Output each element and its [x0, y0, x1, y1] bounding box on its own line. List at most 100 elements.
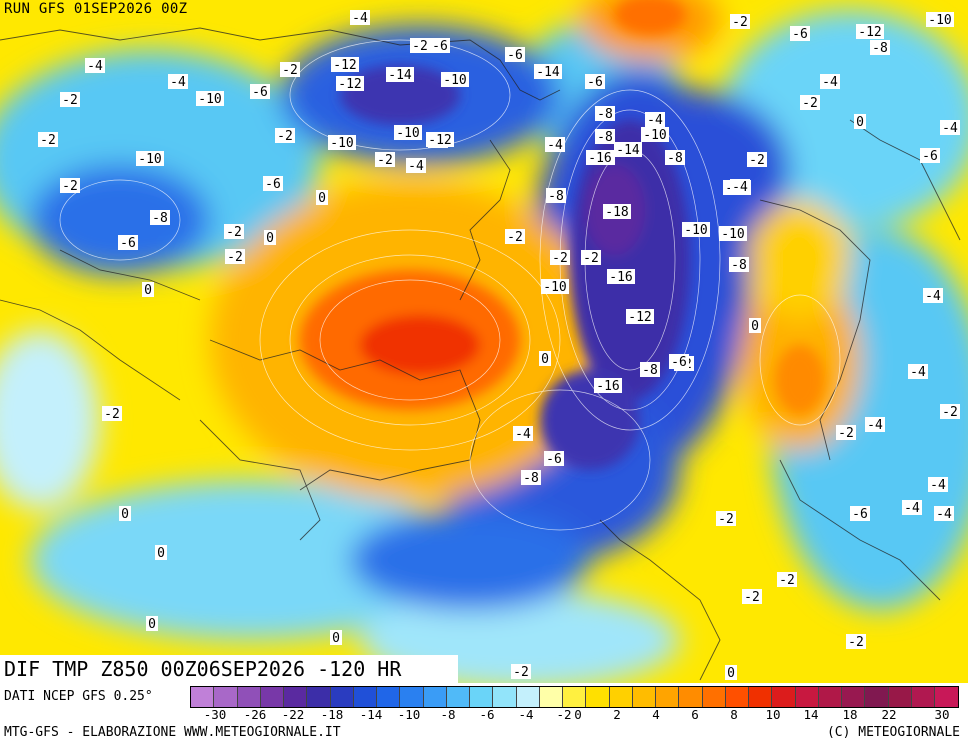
isotherm-label: 0: [316, 190, 328, 206]
isotherm-label-text: -10: [643, 128, 666, 143]
isotherm-label: -8: [150, 210, 170, 226]
isotherm-label-text: 0: [541, 352, 549, 367]
color-scale-swatch: [284, 687, 308, 707]
color-scale-tick: -22: [281, 707, 305, 722]
isotherm-label: -2: [224, 224, 244, 240]
isotherm-label: -6: [505, 47, 525, 63]
isotherm-label: 0: [142, 282, 154, 298]
isotherm-label: 0: [330, 630, 342, 646]
color-scale-swatch: [702, 687, 726, 707]
color-scale-swatch: [935, 687, 959, 707]
isotherm-label-text: -2: [583, 251, 599, 266]
color-scale-tick: 10: [765, 707, 781, 722]
isotherm-label: -2: [550, 250, 570, 266]
isotherm-label: -16: [607, 269, 635, 285]
isotherm-label: -8: [595, 129, 615, 145]
isotherm-label-text: -8: [731, 258, 747, 273]
isotherm-label-text: -4: [822, 75, 838, 90]
isotherm-label: -6: [920, 148, 940, 164]
isotherm-label-text: 0: [318, 191, 326, 206]
isotherm-label-text: -2: [838, 426, 854, 441]
isotherm-label: -4: [865, 417, 885, 433]
color-scale-tick: -26: [243, 707, 267, 722]
isotherm-label: -6: [263, 176, 283, 192]
color-scale-swatch: [679, 687, 703, 707]
color-scale-swatch: [377, 687, 401, 707]
color-scale-tick: -4: [518, 707, 534, 722]
color-scale-bar: [190, 686, 960, 708]
isotherm-label: -6: [669, 354, 689, 370]
isotherm-label-text: -10: [330, 136, 353, 151]
color-scale-swatch: [237, 687, 261, 707]
isotherm-label-text: -4: [87, 59, 103, 74]
isotherm-label: -2: [800, 95, 820, 111]
isotherm-label-text: -2: [744, 590, 760, 605]
isotherm-label-text: -4: [647, 113, 663, 128]
isotherm-label: -10: [394, 125, 422, 141]
isotherm-label-text: -4: [930, 478, 946, 493]
isotherm-label: -6: [544, 451, 564, 467]
isotherm-label-text: -8: [667, 151, 683, 166]
isotherm-label: -2: [102, 406, 122, 422]
isotherm-label-text: 0: [266, 231, 274, 246]
isotherm-label-text: -4: [925, 289, 941, 304]
isotherm-label: 0: [539, 351, 551, 367]
isotherm-label-text: -4: [867, 418, 883, 433]
color-scale-tick: 22: [881, 707, 897, 722]
isotherm-label-text: -2: [942, 405, 958, 420]
isotherm-label-text: -16: [596, 379, 619, 394]
isotherm-label-text: -2: [226, 225, 242, 240]
run-label: RUN GFS 01SEP2026 00Z: [4, 1, 188, 17]
color-scale-tick: -18: [320, 707, 344, 722]
data-source-label: DATI NCEP GFS 0.25°: [4, 689, 153, 704]
isotherm-label: -2: [505, 229, 525, 245]
isotherm-label-text: -2: [848, 635, 864, 650]
isotherm-label-text: -12: [338, 77, 361, 92]
isotherm-label: -10: [196, 91, 224, 107]
isotherm-label-text: -14: [388, 68, 412, 83]
isotherm-label-text: -2: [732, 15, 748, 30]
color-scale-tick: 2: [613, 707, 621, 722]
isotherm-label-text: -8: [548, 189, 564, 204]
isotherm-label: -2: [275, 128, 295, 144]
color-scale-swatch: [516, 687, 540, 707]
isotherm-label: 0: [264, 230, 276, 246]
isotherm-label: -2: [846, 634, 866, 650]
isotherm-label: -12: [336, 76, 364, 92]
isotherm-label: -2: [581, 250, 601, 266]
color-scale-swatch: [609, 687, 633, 707]
temperature-anomaly-map: -4 -2-12-10-6-8-6-2-6-12-10-14-4 -2-12-4-6…: [0, 0, 968, 683]
isotherm-label: -6: [250, 84, 270, 100]
isotherm-label: -2: [60, 92, 80, 108]
color-scale-tick: 6: [691, 707, 699, 722]
isotherm-label-text: -10: [721, 227, 744, 242]
color-scale-swatch: [260, 687, 284, 707]
isotherm-label: -4: [820, 74, 840, 90]
isotherm-label: -2: [742, 589, 762, 605]
isotherm-label: -4: [902, 500, 922, 516]
isotherm-label: -4: [513, 426, 533, 442]
isotherm-label-text: -16: [609, 270, 632, 285]
color-scale-swatch: [307, 687, 331, 707]
isotherm-label: -8: [729, 257, 749, 273]
isotherm-label: -4: [730, 179, 750, 195]
map-panel: -4 -2 -12 -10 -6 -8 -6 -2 -6 -12 -10 -14 -4 -2 -12 -4 -6…: [0, 0, 968, 683]
isotherm-label: -2: [511, 664, 531, 680]
isotherm-label-text: 0: [121, 507, 129, 522]
isotherm-label: -14: [614, 142, 642, 158]
color-scale-tick: 4: [652, 707, 660, 722]
isotherm-label: -4: [928, 477, 948, 493]
color-scale-swatch: [656, 687, 680, 707]
color-scale-swatch: [470, 687, 494, 707]
isotherm-label: -4: [923, 288, 943, 304]
isotherm-label-text: -4: [910, 365, 926, 380]
color-scale-tick: -8: [440, 707, 456, 722]
isotherm-label: -2: [280, 62, 300, 78]
color-scale-swatch: [772, 687, 796, 707]
isotherm-label: -14: [386, 67, 414, 83]
isotherm-label: -12: [426, 132, 454, 148]
isotherm-label: -2: [747, 152, 767, 168]
isotherm-label: -6: [585, 74, 605, 90]
color-scale-swatch: [749, 687, 773, 707]
color-scale-swatch: [493, 687, 517, 707]
